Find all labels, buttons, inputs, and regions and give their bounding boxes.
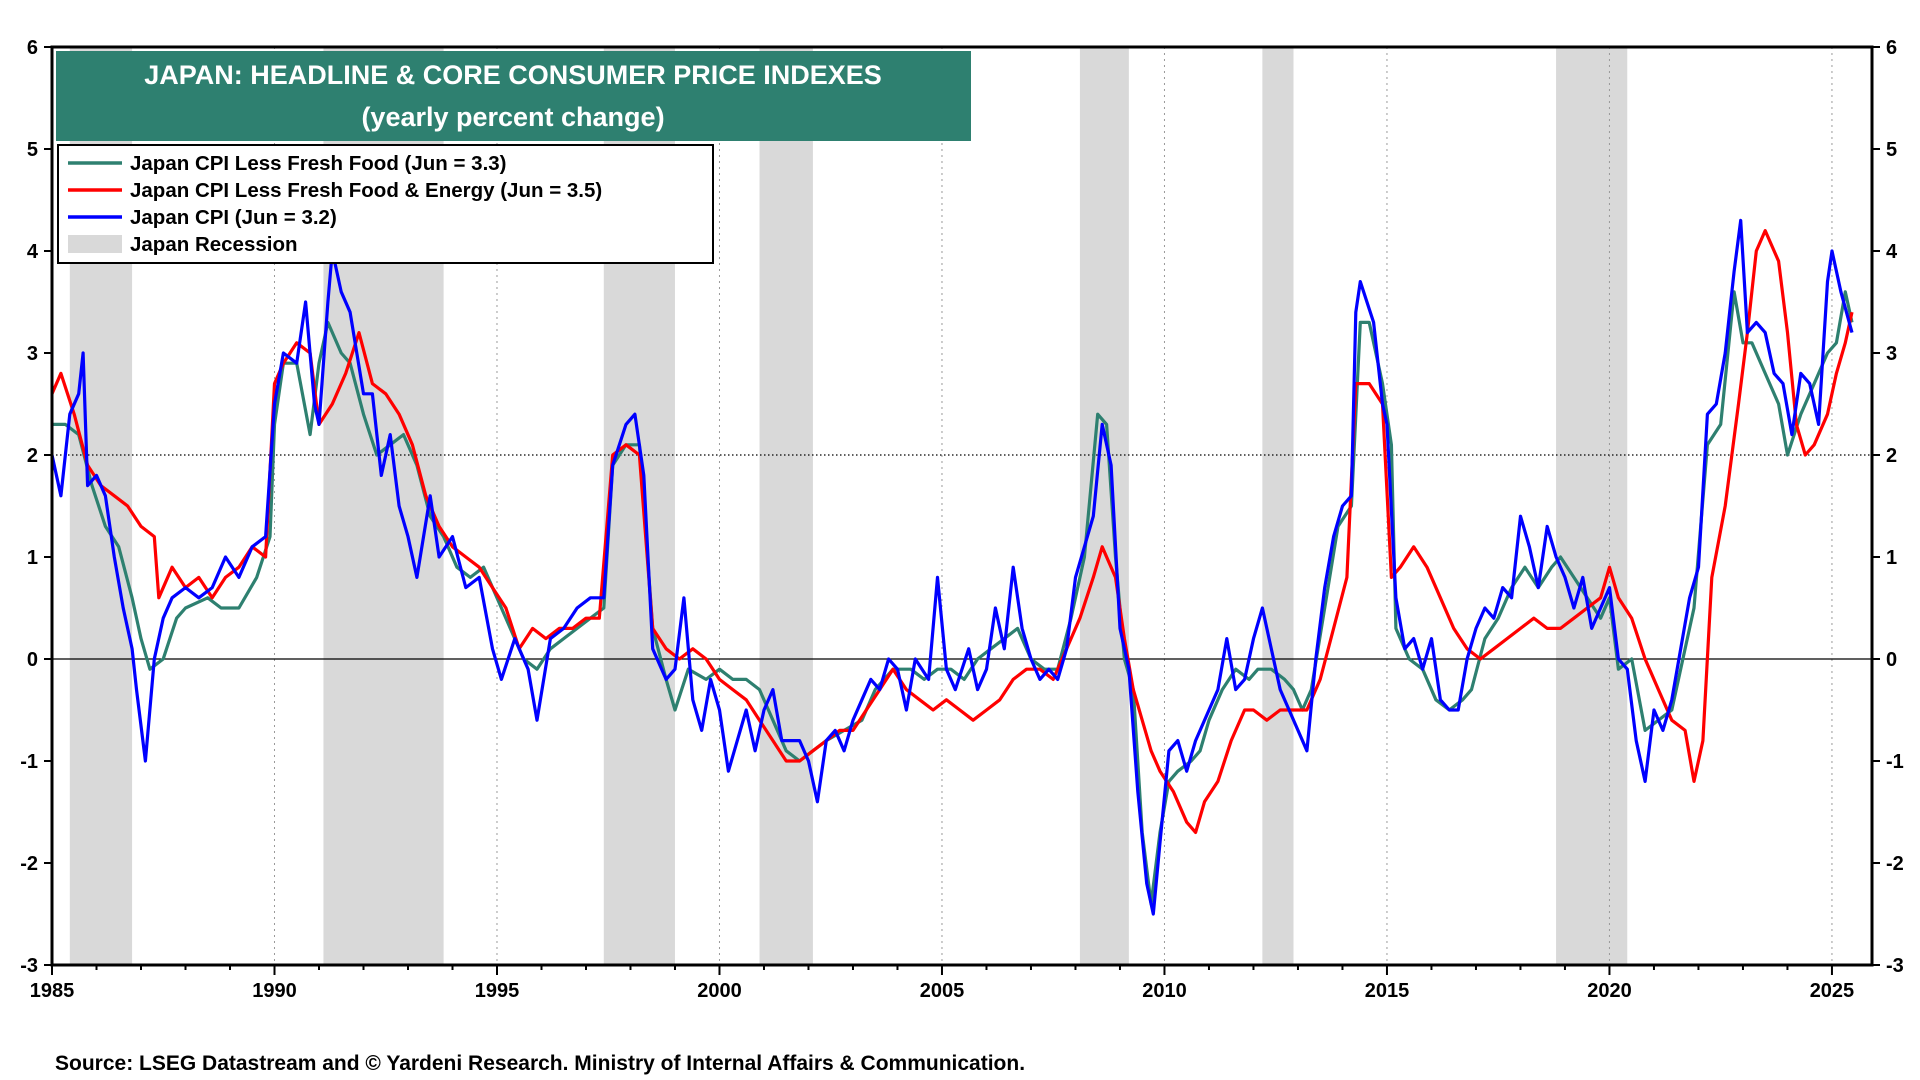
x-tick-label: 1990 xyxy=(252,980,297,1002)
legend-box xyxy=(57,144,714,264)
y-tick-label-left: 4 xyxy=(27,241,39,263)
plot-frame xyxy=(50,45,1874,967)
series-line-0 xyxy=(52,290,1854,906)
recession-band-3 xyxy=(759,47,813,965)
y-tick-label-left: -3 xyxy=(20,955,38,977)
legend-label-0: Japan CPI Less Fresh Food (Jun = 3.3) xyxy=(130,152,507,175)
title-box: JAPAN: HEADLINE & CORE CONSUMER PRICE IN… xyxy=(56,51,971,141)
y-tick-label-right: 6 xyxy=(1886,37,1897,59)
x-tick-label: 2025 xyxy=(1810,980,1855,1002)
series-lines xyxy=(50,218,1854,916)
y-tick-label-right: 0 xyxy=(1886,649,1897,671)
x-tick-label: 2010 xyxy=(1142,980,1187,1002)
y-tick-label-left: 2 xyxy=(27,445,38,467)
recession-band-6 xyxy=(1556,47,1628,965)
y-tick-label-right: 3 xyxy=(1886,343,1897,365)
reference-lines xyxy=(52,454,1872,660)
y-tick-label-left: 1 xyxy=(27,547,38,569)
y-tick-label-left: -1 xyxy=(20,751,38,773)
source-note: Source: LSEG Datastream and © Yardeni Re… xyxy=(55,1052,1025,1075)
y-tick-label-right: -2 xyxy=(1886,853,1904,875)
x-tick-label: 1995 xyxy=(475,980,520,1002)
title-background xyxy=(56,51,971,141)
y-tick-label-right: 4 xyxy=(1886,241,1898,263)
x-axis-ticks: 1985 1990 1995 2000 2005 2010 2015 2020 2025 xyxy=(30,965,1854,1002)
x-tick-label: 2000 xyxy=(697,980,742,1002)
x-tick-label: 2015 xyxy=(1365,980,1410,1002)
y-tick-label-left: 0 xyxy=(27,649,38,671)
chart-title: JAPAN: HEADLINE & CORE CONSUMER PRICE IN… xyxy=(144,60,882,90)
y-tick-label-right: -3 xyxy=(1886,955,1904,977)
legend: Japan CPI Less Fresh Food (Jun = 3.3) Jap… xyxy=(57,144,714,264)
chart-subtitle: (yearly percent change) xyxy=(361,102,664,132)
y-axis-ticks: -3 -3 -2 -2 -1 -1 0 0 1 1 2 2 3 3 4 4 5 5 6 6 xyxy=(20,37,1904,977)
legend-label-2: Japan CPI (Jun = 3.2) xyxy=(130,206,337,229)
y-tick-label-right: 1 xyxy=(1886,547,1897,569)
series-line-2 xyxy=(50,218,1854,916)
y-tick-label-right: 2 xyxy=(1886,445,1897,467)
recession-band-5 xyxy=(1262,47,1294,965)
x-tick-label: 1985 xyxy=(30,980,75,1002)
x-tick-label: 2005 xyxy=(920,980,965,1002)
recession-band-4 xyxy=(1079,47,1129,965)
y-tick-label-left: -2 xyxy=(20,853,38,875)
x-tick-label: 2020 xyxy=(1587,980,1632,1002)
legend-swatch-recession xyxy=(68,235,122,253)
y-tick-label-left: 3 xyxy=(27,343,38,365)
y-tick-label-left: 6 xyxy=(27,37,38,59)
legend-label-3: Japan Recession xyxy=(130,233,298,256)
y-tick-label-left: 5 xyxy=(27,139,38,161)
y-tick-label-right: 5 xyxy=(1886,139,1897,161)
legend-label-1: Japan CPI Less Fresh Food & Energy (Jun … xyxy=(130,179,602,202)
series-line-1 xyxy=(50,229,1854,834)
y-tick-label-right: -1 xyxy=(1886,751,1904,773)
